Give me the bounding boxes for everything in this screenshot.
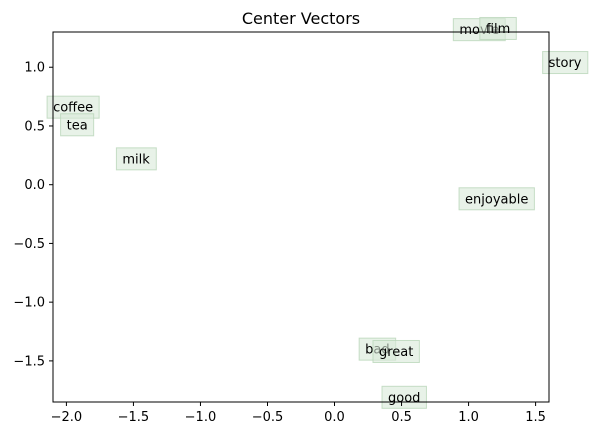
point-enjoyable: enjoyable [458, 187, 535, 211]
point-label-box [372, 339, 420, 363]
point-story: story [542, 51, 589, 75]
point-label: coffee [53, 101, 93, 116]
y-tick-label: 0.5 [24, 119, 45, 134]
point-great: great [372, 339, 420, 363]
x-tick-label: 1.0 [458, 410, 479, 425]
point-film: film [479, 16, 517, 40]
point-label: great [379, 345, 413, 360]
point-label: story [549, 56, 582, 71]
point-label-box [60, 113, 95, 137]
point-coffee: coffee [46, 95, 100, 119]
point-label-box [479, 16, 517, 40]
x-tick-label: 0.0 [324, 410, 345, 425]
point-tea: tea [60, 113, 95, 137]
point-label-box [115, 147, 157, 171]
axis-layer [52, 31, 550, 403]
y-tick-label: 1.0 [24, 61, 45, 76]
plot-frame [52, 31, 550, 403]
x-tick-label: −1.0 [185, 410, 217, 425]
point-label-box [381, 385, 427, 409]
y-tick-label: −0.5 [13, 237, 45, 252]
point-label: good [388, 391, 420, 406]
point-good: good [381, 385, 427, 409]
point-milk: milk [115, 147, 157, 171]
x-tick-label: −0.5 [252, 410, 284, 425]
point-label: film [486, 22, 510, 37]
point-label-box [458, 187, 535, 211]
x-tick-label: 0.5 [391, 410, 412, 425]
point-label: tea [67, 118, 88, 133]
y-tick-label: −1.5 [13, 354, 45, 369]
point-label-box [542, 51, 589, 75]
x-tick-label: 1.5 [525, 410, 546, 425]
tick-layer: −2.0 −1.5 −1.0 −0.5 0.0 0.5 1.0 1.5 1.0 0.5 0.0 −0.… [13, 61, 546, 425]
y-tick-label: 0.0 [24, 178, 45, 193]
y-tick-label: −1.0 [13, 296, 45, 311]
chart-title: Center Vectors [242, 9, 360, 28]
x-tick-label: −2.0 [51, 410, 83, 425]
x-tick-label: −1.5 [118, 410, 150, 425]
point-label: enjoyable [465, 192, 528, 207]
point-layer: moviefilmstorycoffeeteamilkenjoyablebadg… [46, 16, 589, 409]
point-label: milk [122, 152, 150, 167]
